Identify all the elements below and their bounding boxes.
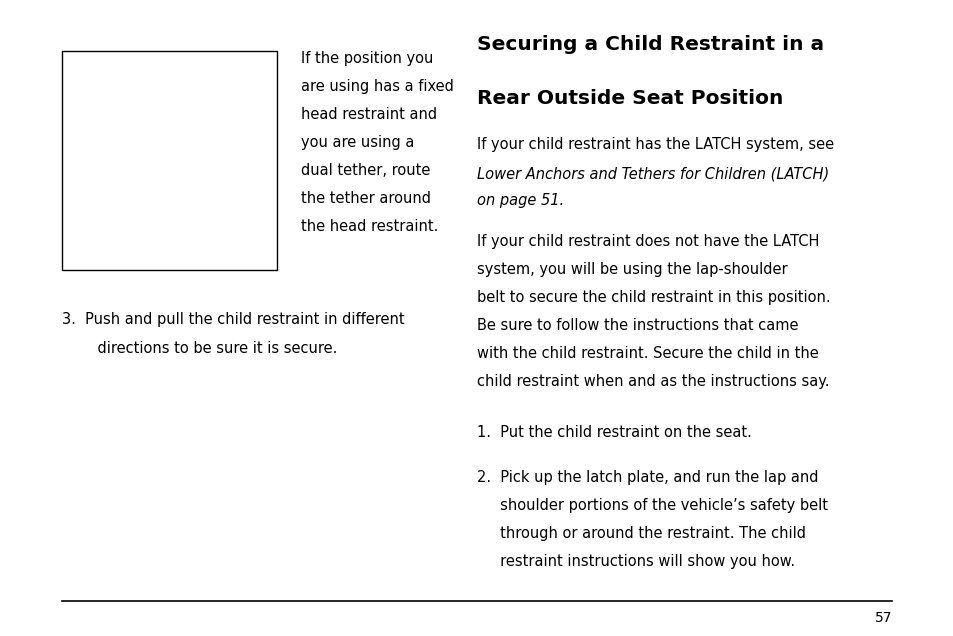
Bar bbox=[62, 51, 276, 270]
Text: If the position you: If the position you bbox=[300, 51, 433, 66]
Text: Lower Anchors and Tethers for Children (LATCH): Lower Anchors and Tethers for Children (… bbox=[476, 166, 828, 181]
Text: 2.  Pick up the latch plate, and run the lap and: 2. Pick up the latch plate, and run the … bbox=[476, 470, 818, 485]
Text: through or around the restraint. The child: through or around the restraint. The chi… bbox=[476, 526, 805, 541]
Text: with the child restraint. Secure the child in the: with the child restraint. Secure the chi… bbox=[476, 347, 818, 361]
Text: belt to secure the child restraint in this position.: belt to secure the child restraint in th… bbox=[476, 290, 830, 305]
Text: system, you will be using the lap-shoulder: system, you will be using the lap-should… bbox=[476, 262, 787, 277]
Text: are using has a fixed: are using has a fixed bbox=[300, 79, 453, 94]
Text: on page 51.: on page 51. bbox=[476, 193, 563, 208]
Text: you are using a: you are using a bbox=[300, 135, 414, 150]
Text: the head restraint.: the head restraint. bbox=[300, 219, 437, 234]
Text: child restraint when and as the instructions say.: child restraint when and as the instruct… bbox=[476, 375, 828, 389]
Text: the tether around: the tether around bbox=[300, 191, 430, 206]
Text: If your child restraint does not have the LATCH: If your child restraint does not have th… bbox=[476, 234, 819, 249]
Text: 57: 57 bbox=[874, 611, 891, 625]
Text: Rear Outside Seat Position: Rear Outside Seat Position bbox=[476, 89, 782, 108]
Text: 3.  Push and pull the child restraint in different: 3. Push and pull the child restraint in … bbox=[62, 312, 404, 327]
Text: restraint instructions will show you how.: restraint instructions will show you how… bbox=[476, 554, 794, 569]
Text: directions to be sure it is secure.: directions to be sure it is secure. bbox=[79, 341, 337, 356]
Text: If your child restraint has the LATCH system, see: If your child restraint has the LATCH sy… bbox=[476, 137, 833, 152]
Text: head restraint and: head restraint and bbox=[300, 107, 436, 122]
Text: shoulder portions of the vehicle’s safety belt: shoulder portions of the vehicle’s safet… bbox=[476, 498, 827, 513]
Text: Securing a Child Restraint in a: Securing a Child Restraint in a bbox=[476, 35, 823, 54]
Text: 1.  Put the child restraint on the seat.: 1. Put the child restraint on the seat. bbox=[476, 425, 751, 439]
Text: dual tether, route: dual tether, route bbox=[300, 163, 430, 178]
Text: Be sure to follow the instructions that came: Be sure to follow the instructions that … bbox=[476, 319, 798, 333]
